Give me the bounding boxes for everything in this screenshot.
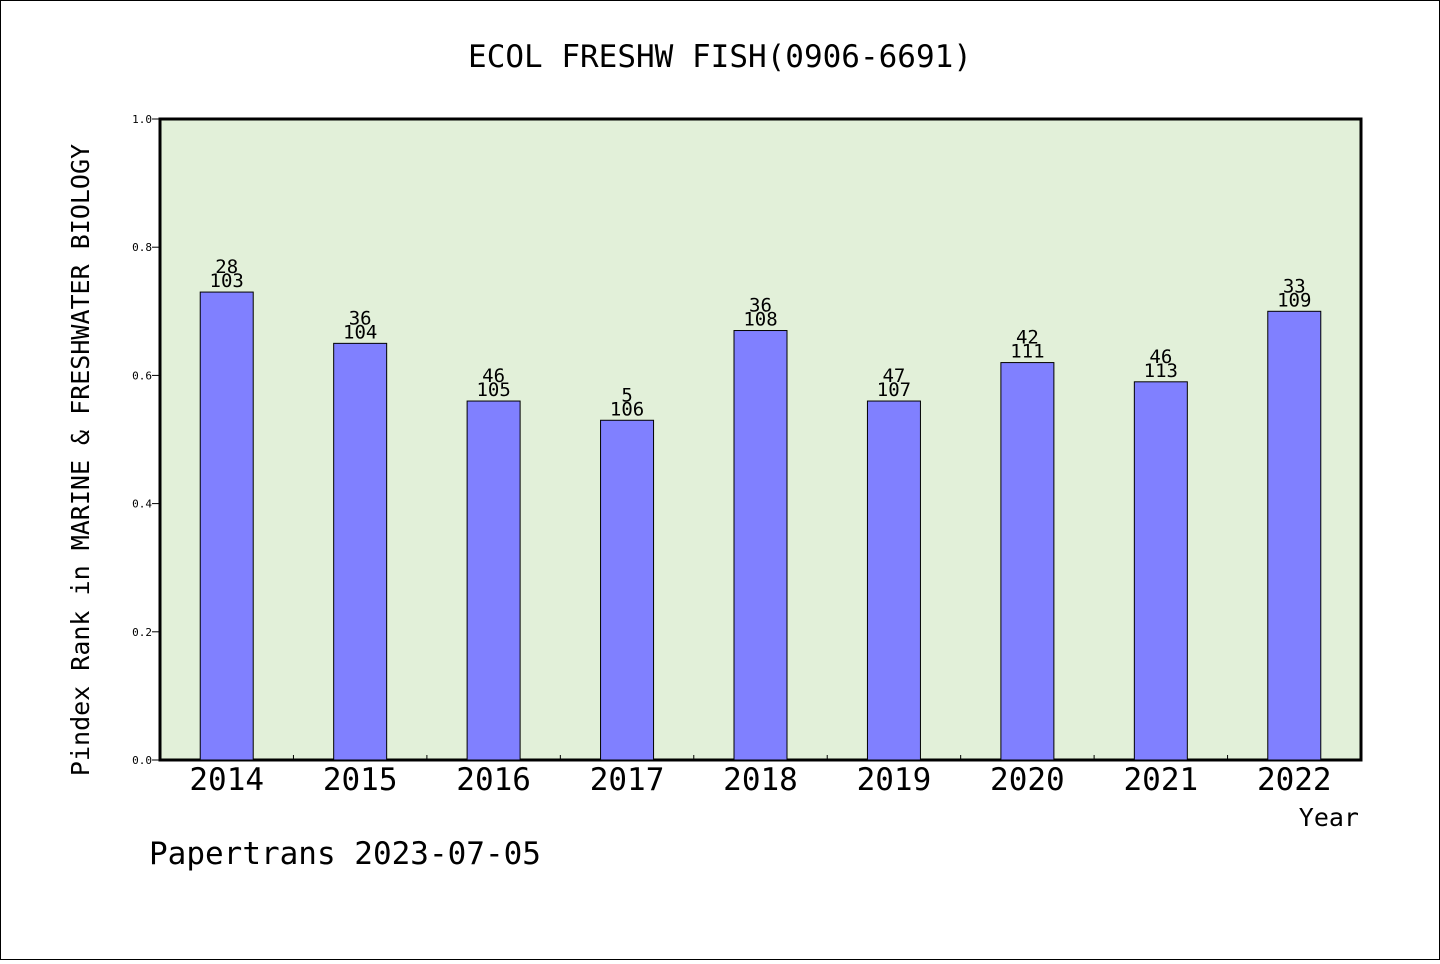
bar-2020 (1000, 362, 1055, 761)
bar-2015 (333, 342, 388, 761)
chart-title: ECOL FRESHW FISH(0906-6691) (468, 39, 972, 75)
y-axis-ticks: 0.0 0.2 0.4 0.6 0.8 1.0 (132, 113, 160, 767)
y-tick-label: 0.8 (132, 241, 152, 254)
y-tick-label: 0.4 (132, 498, 152, 511)
bar-2016 (466, 400, 521, 761)
bar-2014 (199, 291, 254, 761)
bar-total-label: 108 (743, 309, 777, 331)
x-tick-label: 2022 (1257, 762, 1332, 798)
y-tick-label: 0.2 (132, 626, 152, 639)
x-axis-label: Year (1299, 803, 1359, 832)
bar-rank-label: 28 (215, 256, 238, 278)
x-tick-label: 2018 (723, 762, 798, 798)
x-tick-label: 2017 (590, 762, 665, 798)
x-tick-label: 2015 (323, 762, 398, 798)
bar-total-label: 104 (343, 321, 377, 343)
bar-rank-label: 36 (749, 295, 772, 317)
y-tick-label: 0.6 (132, 369, 152, 382)
bar-total-label: 105 (476, 379, 510, 401)
bar-total-label: 111 (1010, 341, 1044, 363)
bar-rank-label: 5 (621, 384, 632, 406)
bar-total-label: 113 (1144, 360, 1178, 382)
x-tick-label: 2020 (990, 762, 1065, 798)
x-axis-ticks (292, 755, 1229, 760)
x-tick-label: 2016 (456, 762, 531, 798)
bar-series (199, 291, 1322, 761)
bar-2018 (733, 330, 788, 761)
bar-rank-label: 42 (1016, 327, 1039, 349)
bar-rank-label: 36 (349, 307, 372, 329)
y-tick-label: 0.0 (132, 754, 152, 767)
bar-rank-label: 33 (1283, 275, 1306, 297)
x-tick-label: 2019 (857, 762, 932, 798)
bar-2021 (1133, 381, 1188, 761)
bar-rank-label: 46 (1149, 346, 1172, 368)
x-tick-label: 2014 (189, 762, 264, 798)
bar-2022 (1267, 310, 1322, 761)
y-axis-label: Pindex Rank in MARINE & FRESHWATER BIOLO… (66, 144, 95, 776)
bar-rank-label: 46 (482, 365, 505, 387)
footer-credit: Papertrans 2023-07-05 (149, 836, 541, 872)
bar-total-label: 103 (210, 270, 244, 292)
bar-2019 (866, 400, 921, 761)
bar-rank-label: 47 (882, 365, 905, 387)
bar-total-label: 106 (610, 398, 644, 420)
x-axis-tick-labels: 2014 2015 2016 2017 2018 2019 2020 2021 2022 (189, 762, 1331, 798)
bar-total-label: 107 (877, 379, 911, 401)
bar-total-label: 109 (1277, 289, 1311, 311)
y-tick-label: 1.0 (132, 113, 152, 126)
x-tick-label: 2021 (1124, 762, 1199, 798)
bar-2017 (600, 419, 655, 761)
